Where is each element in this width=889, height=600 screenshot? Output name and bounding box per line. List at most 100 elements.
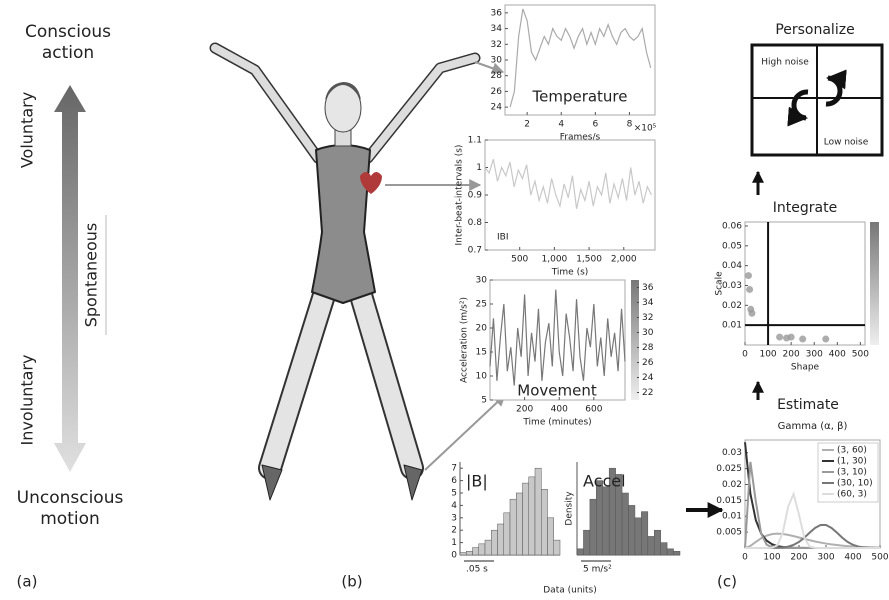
y-tick-label: 0.7 — [468, 246, 482, 256]
y-tick-label: 28 — [491, 71, 503, 81]
x-tick-label: 100 — [759, 350, 776, 360]
x-tick-label: 200 — [790, 553, 807, 563]
x-tick-label: 1,000 — [542, 255, 568, 265]
y-tick-label: 0.9 — [468, 191, 483, 201]
chart-annotation: |B| — [466, 472, 488, 491]
y-tick-label: 24 — [491, 103, 503, 113]
histogram-bar — [596, 480, 603, 556]
cycle-arrow — [787, 89, 809, 127]
x-tick-label: 200 — [783, 350, 800, 360]
spontaneous-label: Spontaneous — [82, 223, 101, 328]
series-line — [509, 8, 652, 108]
x-tick-label: 200 — [516, 405, 533, 415]
scatter-point — [799, 335, 807, 343]
caption-a: (a) — [17, 573, 38, 591]
histogram-bar — [666, 548, 674, 556]
voluntary-label: Voluntary — [18, 92, 37, 168]
x-tick-label: 0 — [742, 350, 748, 360]
x-tick-label: 1,500 — [576, 255, 602, 265]
histogram-bar — [673, 551, 681, 556]
histogram-bar — [621, 492, 629, 556]
y-tick-label: 30 — [476, 276, 488, 286]
link-arrow — [424, 394, 506, 471]
awareness-arrow — [54, 85, 86, 472]
colorbar-tick-label: 26 — [642, 358, 654, 368]
caption-b: (b) — [341, 573, 362, 591]
histogram-bar — [628, 505, 636, 556]
y-tick-label: 0.01 — [722, 321, 742, 331]
scatter-point — [822, 335, 830, 343]
histogram-bar — [484, 539, 492, 556]
scatter-point — [748, 309, 756, 317]
legend-label: (60, 3) — [837, 490, 867, 500]
histogram-bar — [528, 476, 536, 556]
histogram-bar — [583, 529, 591, 556]
x-tick-label: 600 — [585, 405, 602, 415]
x-tick-label: 6 — [592, 120, 598, 130]
cycle-arrow — [825, 69, 847, 107]
y-tick-label: 6 — [451, 476, 457, 486]
y-tick-label: 1 — [476, 163, 482, 173]
scatter-point — [744, 272, 752, 280]
plot-frame — [744, 221, 866, 346]
histogram-bar — [466, 551, 473, 556]
y-tick-label: 30 — [491, 56, 503, 66]
histogram-bar — [459, 552, 467, 556]
x-tick-label: 100 — [763, 553, 780, 563]
y-axis-label: Inter-beat-intervals (s) — [455, 145, 465, 246]
scale-label: 5 m/s² — [583, 565, 612, 575]
y-tick-label: 0.06 — [722, 221, 742, 231]
y-axis-label: Density — [565, 491, 575, 526]
x-tick-label: 4 — [558, 120, 564, 130]
y-tick-label: 2 — [451, 526, 457, 536]
involuntary-label: Involuntary — [18, 355, 37, 446]
y-tick-label: 0.02 — [722, 301, 742, 311]
colorbar — [631, 280, 639, 400]
histogram-bar — [516, 492, 523, 556]
y-tick-label: 0.015 — [716, 496, 742, 506]
y-tick-label: 0.04 — [722, 261, 742, 271]
scatter-point — [746, 285, 754, 293]
y-tick-label: 25 — [476, 300, 487, 310]
series-line — [745, 490, 880, 549]
histogram-bar — [534, 467, 542, 556]
y-tick-label: 1 — [451, 538, 457, 548]
caption-c: (c) — [717, 573, 737, 591]
y-tick-label: 26 — [491, 87, 503, 97]
legend-label: (3, 10) — [837, 468, 867, 478]
chart-annotation: Temperature — [531, 88, 627, 106]
x-axis-label: Time (s) — [551, 268, 589, 278]
histogram-bar — [602, 486, 610, 556]
annotation-box — [532, 87, 628, 107]
y-tick-label: 10 — [476, 372, 488, 382]
x-tick-label: 300 — [817, 553, 834, 563]
x-tick-label: 400 — [551, 405, 568, 415]
chart-title: Integrate — [773, 200, 837, 216]
chart-title: Gamma (α, β) — [778, 421, 848, 432]
x-axis-label: Frames/s — [560, 133, 601, 143]
histogram-bar — [553, 539, 561, 556]
histogram-bar — [491, 529, 498, 556]
x-tick-label: 2,000 — [611, 255, 637, 265]
high-noise-label: High noise — [761, 58, 809, 68]
y-tick-label: 20 — [476, 324, 488, 334]
x-multiplier: ×10⁵ — [634, 124, 657, 134]
scatter-point — [787, 333, 795, 341]
histogram-bar — [634, 517, 642, 556]
y-tick-label: 0.8 — [468, 218, 483, 228]
y-tick-label: 0.025 — [716, 464, 742, 474]
y-tick-label: 0 — [451, 551, 457, 561]
x-tick-label: 0 — [742, 553, 748, 563]
y-tick-label: 0.01 — [722, 512, 742, 522]
colorbar-tick-label: 36 — [642, 283, 654, 293]
y-tick-label: 0.005 — [716, 528, 742, 538]
x-tick-label: 500 — [511, 255, 528, 265]
y-tick-label: 0.03 — [722, 448, 742, 458]
scale-label: .05 s — [466, 565, 488, 575]
x-tick-label: 400 — [844, 553, 861, 563]
histogram-bar — [541, 489, 548, 556]
x-tick-label: 400 — [829, 350, 846, 360]
histogram-bar — [472, 547, 479, 556]
y-axis-label: Scale — [715, 271, 725, 296]
